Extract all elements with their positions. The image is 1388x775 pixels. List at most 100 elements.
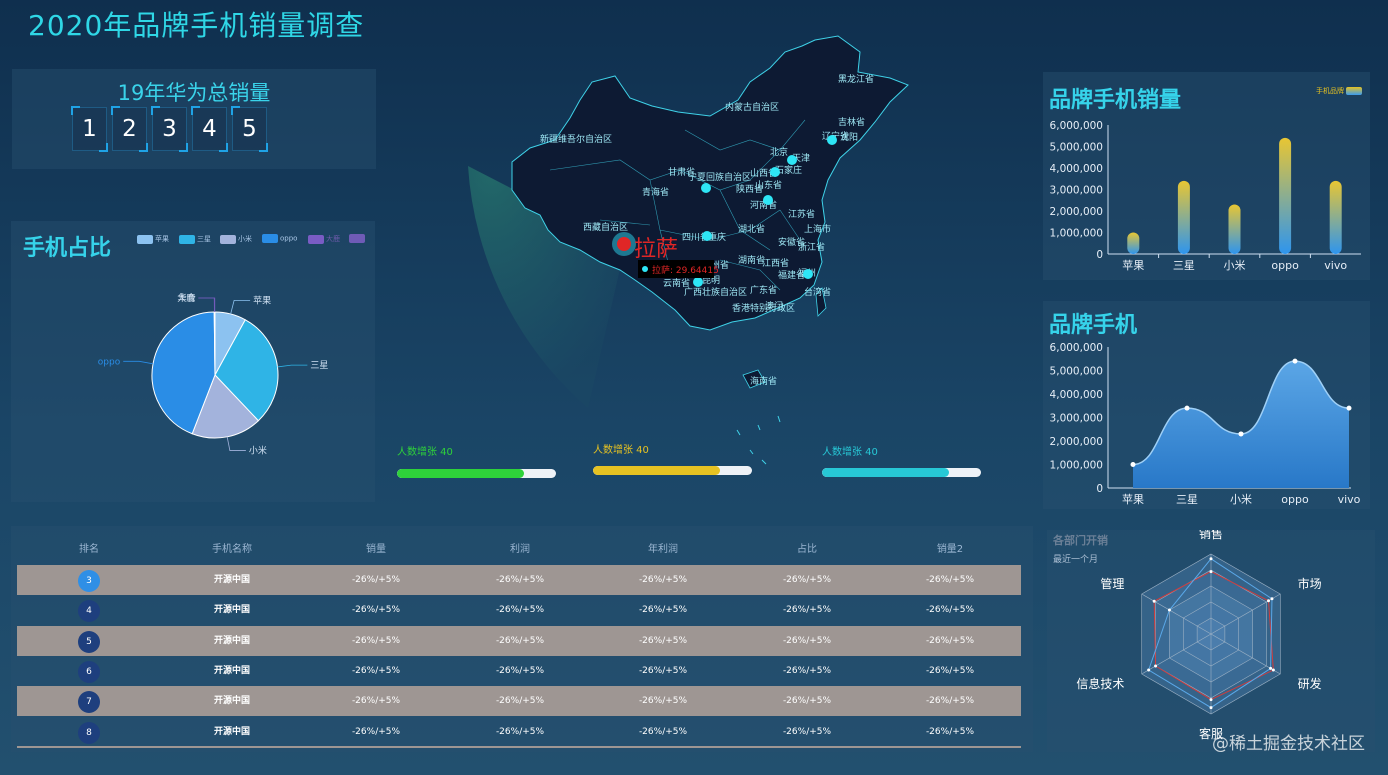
table-row[interactable]: 7 开源中国 -26%/+5% -26%/+5% -26%/+5% -26%/+5% -26… — [17, 686, 1021, 717]
china-map[interactable]: 黑龙江省内蒙古自治区吉林省辽宁省沈阳新疆维吾尔自治区北京天津石家庄山西省甘肃省宁… — [420, 30, 1020, 480]
pie-slice[interactable] — [151, 311, 216, 435]
data-point[interactable] — [1130, 462, 1136, 467]
pie-label-line — [198, 297, 216, 313]
x-tick-label: vivo — [1338, 493, 1361, 506]
cell-value: -26%/+5% — [782, 575, 832, 585]
table-row[interactable]: 3 开源中国 -26%/+5% -26%/+5% -26%/+5% -26%/+5% -26… — [17, 565, 1021, 595]
bar-chart[interactable]: 0 1,000,000 2,000,000 3,000,000 4,000,000 5,0… — [1043, 72, 1370, 280]
radar-indicator-label: 市场 — [1298, 576, 1322, 591]
rank-badge: 6 — [78, 660, 100, 683]
cell-value: -26%/+5% — [782, 726, 832, 737]
y-tick-label: 0 — [1096, 249, 1103, 261]
progress-fill — [397, 469, 525, 478]
radar-point[interactable] — [1154, 664, 1158, 668]
map-region-label: 石家庄 — [775, 164, 802, 176]
map-region-label: 江苏省 — [788, 208, 815, 220]
brand-phone-panel: 品牌手机 0 1,000,000 2,000,000 3,000,000 4,000,0… — [1043, 301, 1370, 509]
radar-spoke — [1210, 633, 1281, 675]
radar-point[interactable] — [1209, 570, 1213, 574]
table-bottom-rule — [17, 746, 1021, 748]
map-region-label: 甘肃省 — [668, 166, 695, 178]
cell-value: -26%/+5% — [638, 605, 688, 616]
table-row[interactable]: 4 开源中国 -26%/+5% -26%/+5% -26%/+5% -26%/+5% -26… — [17, 595, 1021, 625]
rank-badge: 8 — [78, 721, 100, 744]
cell-value: -26%/+5% — [495, 696, 545, 707]
cell-name: 开源中国 — [213, 635, 250, 646]
table-row[interactable]: 5 开源中国 -26%/+5% -26%/+5% -26%/+5% -26%/+5% -26… — [17, 625, 1021, 656]
total-sales-panel: 19年华为总销量 1 2 3 4 5 — [12, 69, 376, 169]
bar[interactable] — [1329, 180, 1342, 254]
bar[interactable] — [1279, 137, 1292, 254]
pie-slice[interactable] — [191, 374, 260, 439]
cell-value: -26%/+5% — [495, 575, 545, 585]
bar-legend[interactable]: 手机品牌 — [1316, 86, 1363, 96]
cell-name: 开源中国 — [213, 665, 250, 676]
radar-point[interactable] — [1209, 557, 1213, 561]
legend-item-apple[interactable]: 苹果 — [137, 234, 169, 244]
cell-value: -26%/+5% — [925, 726, 975, 737]
legend-item-samsung[interactable]: 三星 — [179, 234, 211, 244]
cell-value: -26%/+5% — [782, 605, 832, 616]
cell-name: 开源中国 — [213, 605, 250, 616]
cell-value: -26%/+5% — [925, 605, 975, 616]
cell-value: -26%/+5% — [638, 575, 688, 585]
radar-point[interactable] — [1269, 666, 1273, 670]
y-tick-label: 5,000,000 — [1050, 366, 1103, 378]
radar-point[interactable] — [1271, 668, 1275, 672]
radar-point[interactable] — [1167, 608, 1171, 612]
header-name: 手机名称 — [212, 544, 252, 555]
data-point[interactable] — [1184, 405, 1190, 411]
map-point — [693, 277, 703, 287]
radar-point[interactable] — [1270, 597, 1274, 601]
map-point — [702, 231, 712, 241]
scan-sector — [468, 166, 625, 408]
rank-badge: 7 — [78, 691, 100, 714]
progress-bar — [397, 469, 556, 478]
radar-point[interactable] — [1267, 599, 1271, 603]
data-point[interactable] — [1238, 431, 1244, 437]
map-point — [763, 195, 773, 205]
cell-value: -26%/+5% — [351, 575, 401, 585]
area-line — [1132, 360, 1350, 466]
table-header: 排名 手机名称 销量 利润 年利润 占比 销量2 — [17, 535, 1021, 565]
radar-point[interactable] — [1209, 706, 1213, 710]
radar-point[interactable] — [1152, 599, 1156, 603]
y-tick-label: 1,000,000 — [1050, 460, 1103, 472]
bar[interactable] — [1127, 232, 1140, 255]
legend-item-huahe[interactable] — [349, 234, 367, 243]
map-region-label: 山西省 — [750, 167, 777, 179]
radar-point[interactable] — [1147, 668, 1151, 672]
map-region-label: 四川省 — [682, 231, 709, 243]
cell-value: -26%/+5% — [495, 726, 545, 737]
table-row[interactable]: 6 开源中国 -26%/+5% -26%/+5% -26%/+5% -26%/+5% -26… — [17, 656, 1021, 686]
pie-label: 苹果 — [253, 294, 271, 306]
legend-item-oppo[interactable]: oppo — [262, 234, 297, 243]
bar[interactable] — [1177, 180, 1190, 254]
cell-name: 开源中国 — [213, 696, 250, 707]
header-sales2: 销量2 — [936, 544, 964, 555]
y-tick-label: 6,000,000 — [1050, 342, 1103, 354]
map-region-label: 陕西省 — [736, 183, 763, 195]
area-chart[interactable]: 0 1,000,000 2,000,000 3,000,000 4,000,000 5,0… — [1043, 301, 1370, 509]
x-tick-label: 苹果 — [1122, 258, 1144, 272]
city-markers — [693, 135, 837, 287]
radar-point[interactable] — [1209, 698, 1213, 702]
phone-share-panel: 手机占比 苹果 三星 小米 oppo 大鹿 苹果 三星 小米 oppo 大鹿 华合 — [11, 221, 375, 502]
map-region-label: 新疆维吾尔自治区 — [540, 133, 612, 145]
pie-label: 小米 — [249, 445, 267, 457]
legend-item-xiaomi[interactable]: 小米 — [220, 234, 252, 244]
data-point[interactable] — [1346, 405, 1352, 411]
bar[interactable] — [1228, 204, 1241, 254]
map-region-label: 澳门 — [765, 300, 783, 312]
selected-city-label: 拉萨 — [634, 237, 678, 262]
legend-item-dalu[interactable]: 大鹿 — [308, 234, 340, 244]
data-point[interactable] — [1292, 358, 1298, 364]
cell-value: -26%/+5% — [351, 635, 401, 646]
x-tick-label: 三星 — [1176, 493, 1198, 506]
cell-value: -26%/+5% — [782, 665, 832, 676]
progress-bar — [593, 466, 752, 475]
y-tick-label: 3,000,000 — [1050, 185, 1103, 197]
table-row[interactable]: 8 开源中国 -26%/+5% -26%/+5% -26%/+5% -26%/+5% -26… — [17, 717, 1021, 747]
